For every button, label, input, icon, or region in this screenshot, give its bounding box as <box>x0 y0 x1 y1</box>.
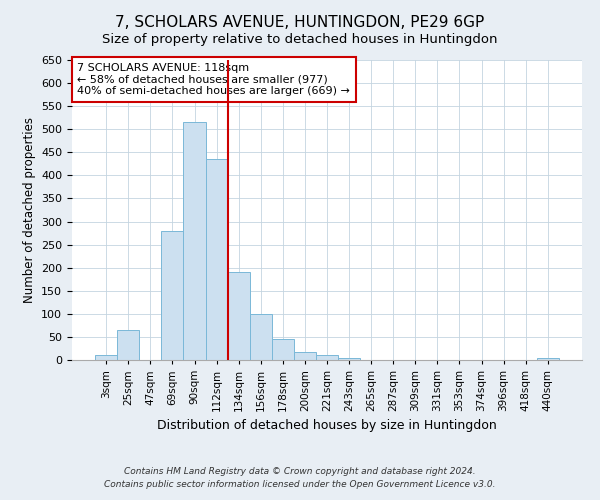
Text: Contains HM Land Registry data © Crown copyright and database right 2024.
Contai: Contains HM Land Registry data © Crown c… <box>104 468 496 489</box>
Bar <box>537 358 559 360</box>
Text: 7, SCHOLARS AVENUE, HUNTINGDON, PE29 6GP: 7, SCHOLARS AVENUE, HUNTINGDON, PE29 6GP <box>115 15 485 30</box>
Bar <box>250 314 272 360</box>
Text: 7 SCHOLARS AVENUE: 118sqm
← 58% of detached houses are smaller (977)
40% of semi: 7 SCHOLARS AVENUE: 118sqm ← 58% of detac… <box>77 63 350 96</box>
Bar <box>161 231 184 360</box>
Bar <box>206 159 227 360</box>
Bar <box>338 358 360 360</box>
X-axis label: Distribution of detached houses by size in Huntingdon: Distribution of detached houses by size … <box>157 420 497 432</box>
Bar <box>227 272 250 360</box>
Text: Size of property relative to detached houses in Huntingdon: Size of property relative to detached ho… <box>102 32 498 46</box>
Bar <box>316 356 338 360</box>
Bar <box>95 356 117 360</box>
Bar <box>294 352 316 360</box>
Bar <box>272 339 294 360</box>
Y-axis label: Number of detached properties: Number of detached properties <box>23 117 35 303</box>
Bar <box>184 122 206 360</box>
Bar <box>117 330 139 360</box>
